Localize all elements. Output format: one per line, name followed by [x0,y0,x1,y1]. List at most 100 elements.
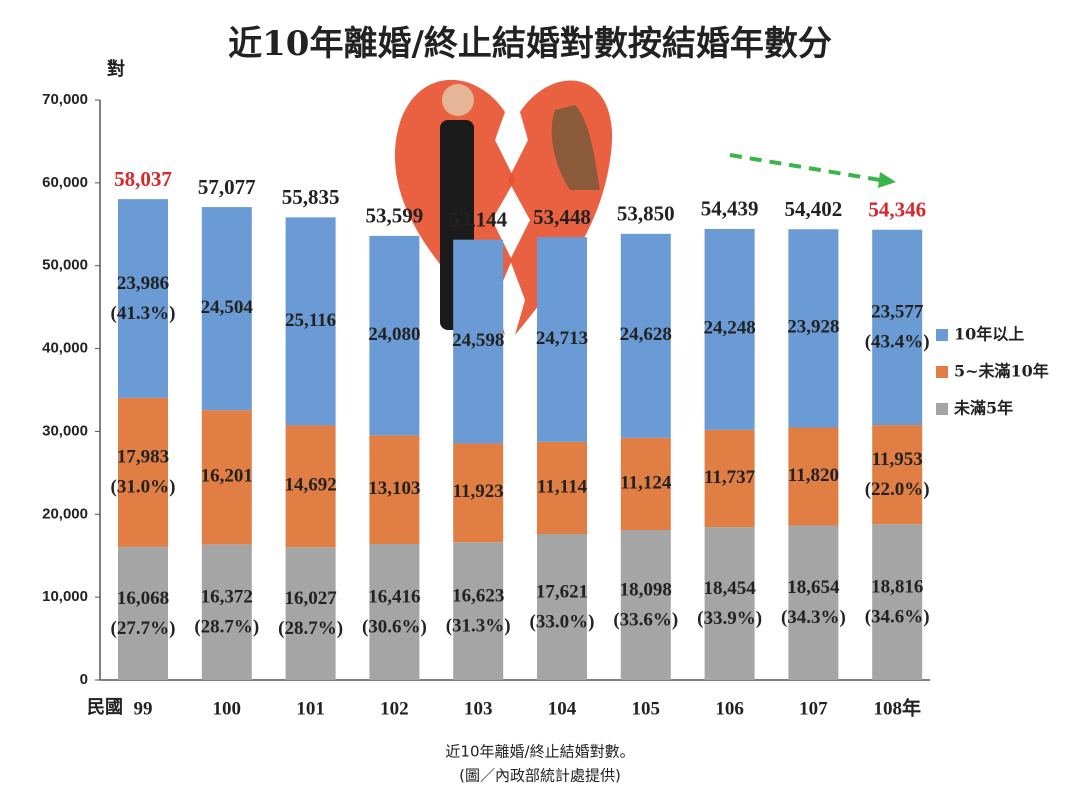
woman-figure [551,105,600,190]
bar-segment [369,543,420,680]
caption: (圖／內政部統計處提供) [459,767,621,785]
y-tick-label: 0 [80,671,88,688]
percent-label: (28.7%) [278,618,343,639]
value-label: 24,504 [201,297,254,318]
y-tick-label: 30,000 [42,422,88,439]
value-label: 11,820 [788,465,839,486]
x-tick-label: 105 [632,698,661,719]
bar-segment [537,237,587,442]
value-label: 16,623 [452,585,504,606]
value-label: 11,923 [453,481,504,502]
total-label: 53,448 [533,205,591,229]
bar-segment [118,546,168,680]
bar-segment [788,229,839,428]
bar-segment [872,229,923,426]
bar-segment [285,547,336,680]
x-axis-label: 民國 [87,697,123,718]
bar-segment [872,425,923,525]
trend-arrow [729,153,881,182]
bar-segment [620,530,671,680]
x-tick-label: 99 [134,698,153,719]
value-label: 13,103 [368,478,420,499]
bar-segment [872,524,923,680]
bar-segment [788,427,839,526]
legend-swatch [936,329,948,341]
total-label: 53,599 [366,204,424,228]
legend-label: 未滿5年 [953,399,1013,418]
value-label: 24,248 [703,318,755,339]
bar-segment [704,228,755,430]
x-tick-label: 106 [715,698,744,719]
legend-label: 5~未滿10年 [954,362,1049,381]
value-label: 16,027 [284,588,337,609]
x-tick-label: 102 [380,698,409,719]
value-label: 24,080 [368,324,420,345]
value-label: 11,737 [704,467,756,488]
total-label: 55,835 [282,185,340,209]
value-label: 17,983 [117,447,169,468]
value-label: 14,692 [284,475,336,496]
y-tick-label: 20,000 [42,505,88,522]
value-label: 18,816 [871,576,923,597]
total-label: 54,402 [785,197,843,221]
percent-label: (31.3%) [446,615,511,636]
bar-segment [201,207,252,411]
value-label: 11,953 [872,449,923,470]
percent-label: (33.6%) [613,609,678,630]
x-tick-label: 103 [464,698,493,719]
percent-label: (34.6%) [865,606,930,627]
value-label: 11,124 [620,472,672,493]
percent-label: (33.0%) [530,611,595,632]
percent-label: (31.0%) [111,477,176,498]
value-label: 23,928 [787,317,839,338]
bar-segment [537,441,587,534]
x-tick-label: 108年 [873,696,921,719]
man-head [442,84,474,116]
bar-segment [704,429,755,528]
bar-segment [453,542,504,680]
percent-label: (34.3%) [781,607,846,628]
bar-segment [201,410,252,545]
bar-segment [453,443,504,543]
y-tick-label: 50,000 [42,257,88,274]
percent-label: (41.3%) [111,303,176,324]
value-label: 18,098 [620,579,672,600]
legend-label: 10年以上 [954,325,1024,344]
value-label: 17,621 [536,581,588,602]
value-label: 16,416 [368,586,420,607]
bar-segment [788,525,839,680]
value-label: 23,577 [871,302,924,323]
total-label: 54,439 [701,197,759,221]
bar-segment [118,199,168,398]
legend-swatch [936,366,948,378]
bar-segment [537,533,587,680]
value-label: 25,116 [285,310,336,331]
legend-swatch [936,403,948,415]
bar-segment [369,435,420,544]
x-tick-label: 101 [296,698,325,719]
x-tick-label: 104 [548,698,577,719]
percent-label: (30.6%) [362,616,427,637]
total-label: 53,850 [617,202,675,226]
x-tick-label: 100 [213,698,242,719]
total-label: 54,346 [868,198,926,222]
value-label: 23,986 [117,273,169,294]
bar-segment [118,397,168,547]
y-axis-label: 對 [107,58,125,80]
value-label: 16,372 [201,587,253,608]
percent-label: (43.4%) [865,332,930,353]
bar-segment [453,239,504,444]
bar-segment [285,425,336,548]
x-tick-label: 107 [799,698,828,719]
value-label: 18,454 [703,578,756,599]
value-label: 24,713 [536,328,588,349]
y-tick-label: 10,000 [42,588,88,605]
percent-label: (27.7%) [111,618,176,639]
value-label: 24,628 [620,324,672,345]
y-tick-label: 70,000 [42,91,88,108]
value-label: 16,201 [201,466,253,487]
value-label: 24,598 [452,330,504,351]
bar-segment [704,527,755,680]
bar-segment [620,437,671,531]
bar-segment [369,235,420,436]
